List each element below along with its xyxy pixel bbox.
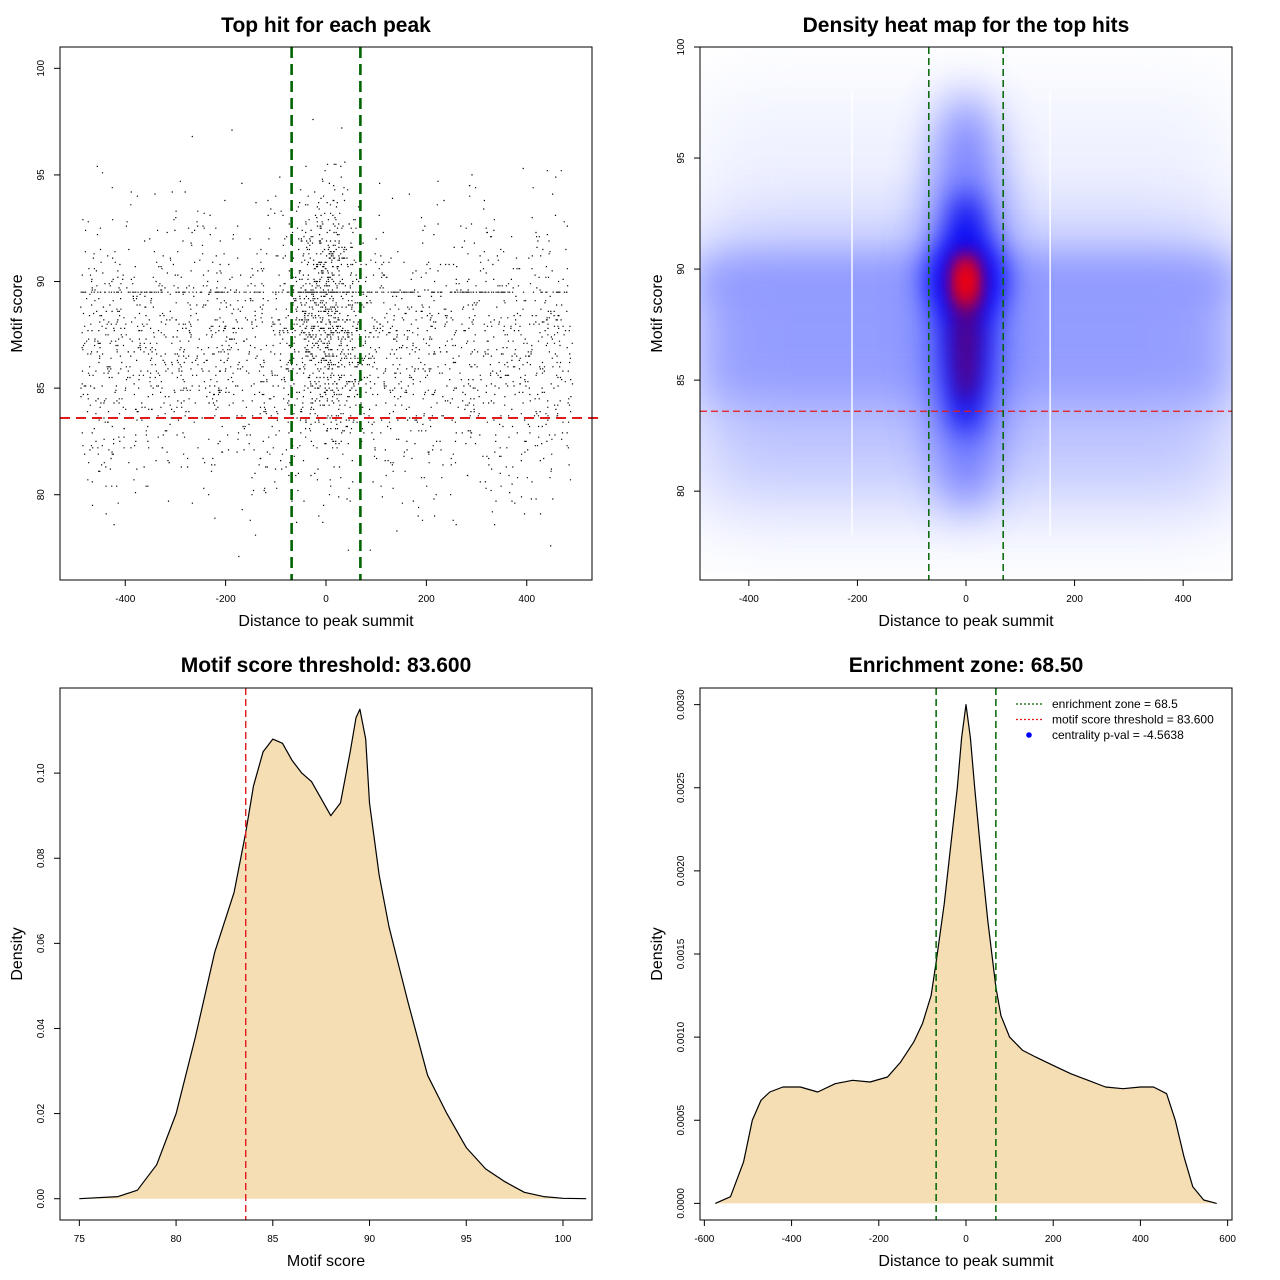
x-tick-label: 85: [267, 1234, 279, 1245]
y-axis-label: Motif score: [649, 274, 666, 352]
heatmap-layers: [700, 91, 1232, 536]
y-tick-label: 0.08: [36, 848, 47, 868]
y-tick-label: 0.0015: [676, 938, 687, 969]
x-tick-label: 90: [364, 1234, 376, 1245]
x-tick-label: 95: [461, 1234, 473, 1245]
y-axis-label: Density: [649, 927, 666, 980]
legend-label: centrality p-val = -4.5638: [1052, 728, 1184, 742]
y-tick-label: 0.02: [36, 1103, 47, 1123]
x-tick-label: 200: [418, 594, 435, 605]
x-tick-label: 400: [1132, 1234, 1149, 1245]
chart-title: Motif score threshold: 83.600: [181, 654, 472, 677]
chart-title: Density heat map for the top hits: [803, 14, 1130, 37]
x-tick-label: -200: [847, 594, 867, 605]
y-tick-label: 0.00: [36, 1189, 47, 1209]
y-tick-label: 95: [676, 152, 687, 164]
y-tick-label: 0.0010: [676, 1021, 687, 1052]
y-axis-label: Density: [9, 927, 26, 980]
y-tick-label: 95: [36, 169, 47, 181]
y-tick-label: 0.0000: [676, 1188, 687, 1219]
x-axis-label: Motif score: [287, 1253, 365, 1270]
plot-frame: [59, 687, 593, 1221]
x-axis-label: Distance to peak summit: [878, 613, 1054, 630]
legend-label: motif score threshold = 83.600: [1052, 713, 1214, 727]
x-tick-label: -400: [739, 594, 759, 605]
x-tick-label: 0: [323, 594, 329, 605]
y-tick-label: 90: [676, 263, 687, 275]
score-density-panel: Motif score threshold: 83.600 Motif score…: [9, 654, 593, 1270]
y-tick-label: 85: [676, 374, 687, 386]
x-tick-label: 80: [171, 1234, 183, 1245]
y-tick-label: 0.0025: [676, 772, 687, 803]
x-tick-label: -600: [694, 1234, 714, 1245]
x-tick-label: 400: [518, 594, 535, 605]
y-tick-label: 0.06: [36, 933, 47, 953]
y-tick-label: 85: [36, 382, 47, 394]
y-tick-label: 80: [36, 489, 47, 501]
density-curve: [79, 708, 587, 1200]
x-tick-label: 600: [1219, 1234, 1236, 1245]
x-tick-label: -400: [115, 594, 135, 605]
y-axis-label: Motif score: [9, 274, 26, 352]
x-tick-label: 0: [963, 1234, 969, 1245]
x-axis-label: Distance to peak summit: [238, 613, 414, 630]
y-tick-label: 100: [36, 60, 47, 77]
heatmap-panel: Density heat map for the top hits Distanc…: [649, 14, 1233, 630]
legend-label: enrichment zone = 68.5: [1052, 697, 1178, 711]
density-area: [715, 704, 1217, 1204]
density-area: [79, 709, 587, 1199]
x-tick-label: 400: [1175, 594, 1192, 605]
scatter-points: [80, 118, 574, 558]
x-tick-label: 100: [555, 1234, 572, 1245]
x-tick-label: -200: [216, 594, 236, 605]
distance-density-panel: Enrichment zone: 68.50 Distance to peak s…: [649, 654, 1236, 1270]
y-tick-label: 100: [676, 38, 687, 55]
legend-point-marker: [1026, 732, 1032, 738]
x-axis-label: Distance to peak summit: [878, 1253, 1054, 1270]
y-tick-label: 0.0020: [676, 855, 687, 886]
density-curve: [715, 704, 1217, 1204]
y-tick-label: 80: [676, 485, 687, 497]
x-tick-label: 200: [1066, 594, 1083, 605]
scatter-panel: Top hit for each peak Distance to peak su…: [9, 14, 600, 630]
scatter-point: [80, 118, 574, 558]
y-tick-label: 0.04: [36, 1018, 47, 1038]
chart-title: Enrichment zone: 68.50: [849, 654, 1084, 677]
y-tick-label: 90: [36, 276, 47, 288]
x-tick-label: 75: [74, 1234, 86, 1245]
x-tick-label: -400: [782, 1234, 802, 1245]
y-tick-label: 0.10: [36, 763, 47, 783]
x-tick-label: 0: [963, 594, 969, 605]
y-tick-label: 0.0005: [676, 1105, 687, 1136]
x-tick-label: -200: [869, 1234, 889, 1245]
x-tick-label: 200: [1045, 1234, 1062, 1245]
heat-peak-core: [959, 269, 973, 292]
legend: enrichment zone = 68.5 motif score thresh…: [1016, 697, 1214, 742]
y-tick-label: 0.0030: [676, 689, 687, 720]
chart-title: Top hit for each peak: [221, 14, 431, 37]
